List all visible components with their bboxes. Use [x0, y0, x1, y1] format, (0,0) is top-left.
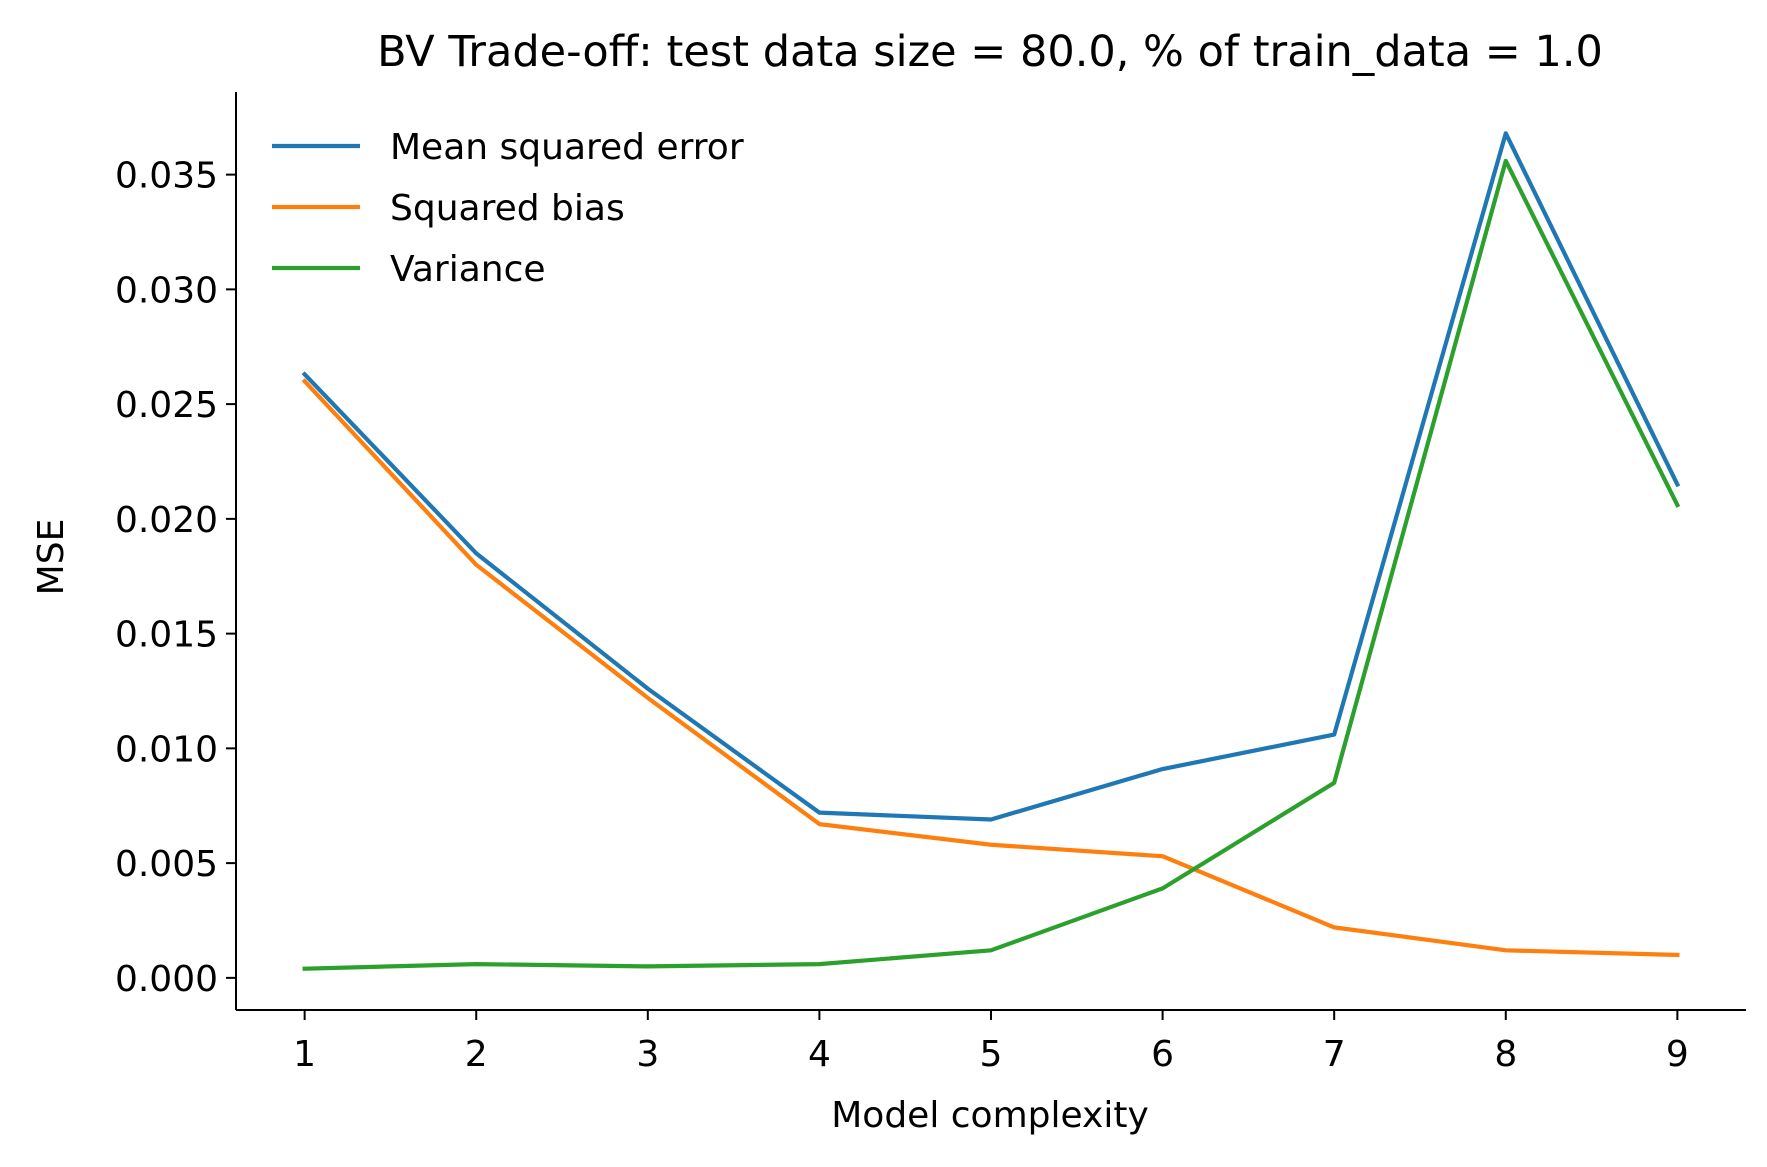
- x-ticks: 1 2 3 4 5 6 7 8 9: [293, 1010, 1689, 1075]
- y-tick-label: 0.035: [115, 156, 218, 197]
- series-lines: [301, 131, 1681, 971]
- y-axis-label: MSE: [31, 519, 72, 596]
- y-tick-label: 0.015: [115, 615, 218, 656]
- y-ticks: 0.000 0.005 0.010 0.015 0.020 0.025 0.030 0.035: [115, 156, 236, 1000]
- y-tick-label: 0.025: [115, 385, 218, 426]
- y-tick-label: 0.005: [115, 844, 218, 885]
- x-tick-label: 6: [1151, 1034, 1174, 1075]
- chart-title: BV Trade-off: test data size = 80.0, % o…: [377, 27, 1603, 77]
- legend: Mean squared error Squared bias Variance: [272, 127, 744, 290]
- y-tick-label: 0.000: [115, 959, 218, 1000]
- x-tick-label: 3: [636, 1034, 659, 1075]
- y-tick-label: 0.020: [115, 500, 218, 541]
- x-tick-label: 9: [1666, 1034, 1689, 1075]
- legend-label-mean-squared-error: Mean squared error: [390, 127, 744, 168]
- x-tick-label: 4: [808, 1034, 831, 1075]
- series-line-variance: [302, 158, 1681, 971]
- y-tick-label: 0.010: [115, 729, 218, 770]
- series-line-squared-bias: [301, 378, 1680, 958]
- x-axis-label: Model complexity: [831, 1095, 1149, 1136]
- x-tick-label: 1: [293, 1034, 316, 1075]
- legend-label-variance: Variance: [390, 249, 546, 290]
- y-tick-label: 0.030: [115, 270, 218, 311]
- x-tick-label: 8: [1494, 1034, 1517, 1075]
- legend-label-squared-bias: Squared bias: [390, 188, 625, 229]
- x-tick-label: 7: [1323, 1034, 1346, 1075]
- x-tick-label: 2: [465, 1034, 488, 1075]
- x-tick-label: 5: [980, 1034, 1003, 1075]
- series-line-mean-squared-error: [301, 131, 1681, 822]
